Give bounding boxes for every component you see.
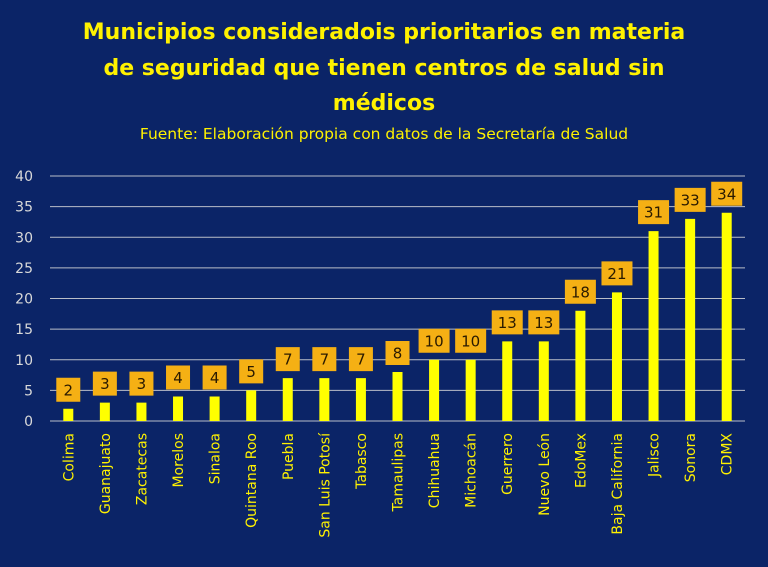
chart-title-line-2: de seguridad que tienen centros de salud… bbox=[103, 56, 665, 81]
x-category-label: Zacatecas bbox=[134, 433, 150, 505]
data-label-box-16 bbox=[638, 200, 670, 225]
data-label-box-11 bbox=[455, 328, 487, 353]
x-category-label: Morelos bbox=[171, 433, 187, 487]
bar-14 bbox=[575, 310, 586, 421]
data-label: 3 bbox=[100, 375, 110, 393]
bar-0 bbox=[63, 408, 74, 421]
bar-8 bbox=[355, 378, 366, 421]
x-category-label: Guerrero bbox=[500, 433, 516, 495]
data-label: 10 bbox=[461, 332, 480, 350]
bar-12 bbox=[502, 341, 513, 421]
data-label-box-15 bbox=[601, 261, 633, 286]
y-tick-label: 5 bbox=[24, 383, 33, 399]
y-tick-label: 15 bbox=[15, 322, 33, 338]
data-label-box-5 bbox=[239, 359, 264, 384]
chart-title-line-1: Municipios consideradois prioritarios en… bbox=[82, 20, 686, 45]
x-category-label: Tamaulipas bbox=[391, 433, 407, 512]
data-label-box-6 bbox=[275, 347, 300, 372]
data-label: 3 bbox=[137, 375, 147, 393]
x-category-label: Guanajuato bbox=[98, 433, 114, 514]
y-tick-label: 25 bbox=[15, 261, 33, 277]
data-label: 13 bbox=[534, 314, 553, 332]
bar-6 bbox=[282, 378, 293, 421]
data-label-box-10 bbox=[418, 328, 450, 353]
x-category-label: CDMX bbox=[720, 433, 736, 476]
bar-15 bbox=[611, 292, 622, 421]
data-label-box-2 bbox=[129, 371, 154, 396]
data-label: 13 bbox=[498, 314, 517, 332]
bar-18 bbox=[721, 212, 732, 421]
x-category-label: San Luis Potosí bbox=[317, 432, 333, 538]
bar-10 bbox=[429, 359, 440, 421]
bar-11 bbox=[465, 359, 476, 421]
data-label: 4 bbox=[210, 369, 220, 387]
data-label-box-0 bbox=[56, 377, 81, 402]
chart-subtitle: Fuente: Elaboración propia con datos de … bbox=[139, 125, 629, 143]
data-label: 8 bbox=[393, 345, 403, 363]
x-category-label: Michoacán bbox=[464, 433, 480, 508]
bar-9 bbox=[392, 372, 403, 421]
x-category-label: Sinaloa bbox=[208, 433, 224, 484]
y-tick-label: 20 bbox=[15, 292, 33, 308]
x-category-label: Nuevo León bbox=[537, 433, 553, 516]
data-label: 10 bbox=[425, 332, 444, 350]
data-label-box-14 bbox=[564, 279, 596, 304]
data-label-box-17 bbox=[674, 187, 706, 212]
data-label: 7 bbox=[283, 351, 293, 369]
data-label: 7 bbox=[356, 351, 366, 369]
bar-4 bbox=[209, 396, 220, 421]
x-category-label: Puebla bbox=[281, 433, 297, 480]
data-label-box-9 bbox=[385, 341, 410, 365]
bar-16 bbox=[648, 231, 659, 421]
data-label: 2 bbox=[64, 381, 74, 399]
bar-3 bbox=[173, 396, 184, 421]
y-tick-label: 30 bbox=[15, 230, 33, 246]
y-tick-label: 0 bbox=[24, 414, 33, 430]
data-label-box-7 bbox=[312, 347, 337, 372]
data-label: 18 bbox=[571, 283, 590, 301]
x-category-label: Tabasco bbox=[354, 433, 370, 490]
bar-5 bbox=[246, 390, 257, 421]
x-category-label: Sonora bbox=[683, 433, 699, 482]
data-label: 33 bbox=[681, 191, 700, 209]
data-label-box-4 bbox=[202, 365, 227, 390]
data-label-box-12 bbox=[491, 310, 523, 335]
x-category-label: Quintana Roo bbox=[244, 433, 260, 528]
data-label: 31 bbox=[644, 204, 663, 222]
data-label: 34 bbox=[717, 185, 736, 203]
data-label: 21 bbox=[607, 265, 626, 283]
bar-2 bbox=[136, 402, 147, 421]
data-label: 5 bbox=[246, 363, 256, 381]
y-tick-label: 35 bbox=[15, 200, 33, 216]
bar-13 bbox=[538, 341, 549, 421]
bar-1 bbox=[99, 402, 110, 421]
data-label-box-3 bbox=[166, 365, 191, 390]
data-label-box-1 bbox=[92, 371, 117, 396]
data-label-box-18 bbox=[711, 181, 743, 206]
data-label: 7 bbox=[320, 351, 330, 369]
bar-7 bbox=[319, 378, 330, 421]
y-tick-label: 10 bbox=[15, 353, 33, 369]
x-category-label: Chihuahua bbox=[427, 433, 443, 508]
chart-title-line-3: médicos bbox=[332, 91, 436, 116]
data-label-box-13 bbox=[528, 310, 560, 335]
x-category-label: Colima bbox=[61, 433, 77, 481]
x-category-label: EdoMex bbox=[573, 433, 589, 488]
y-tick-label: 40 bbox=[15, 169, 33, 185]
x-category-label: Baja California bbox=[610, 433, 626, 535]
data-label: 4 bbox=[173, 369, 183, 387]
x-category-label: Jalisco bbox=[647, 433, 663, 478]
data-label-box-8 bbox=[348, 347, 373, 372]
bar-17 bbox=[685, 218, 696, 421]
